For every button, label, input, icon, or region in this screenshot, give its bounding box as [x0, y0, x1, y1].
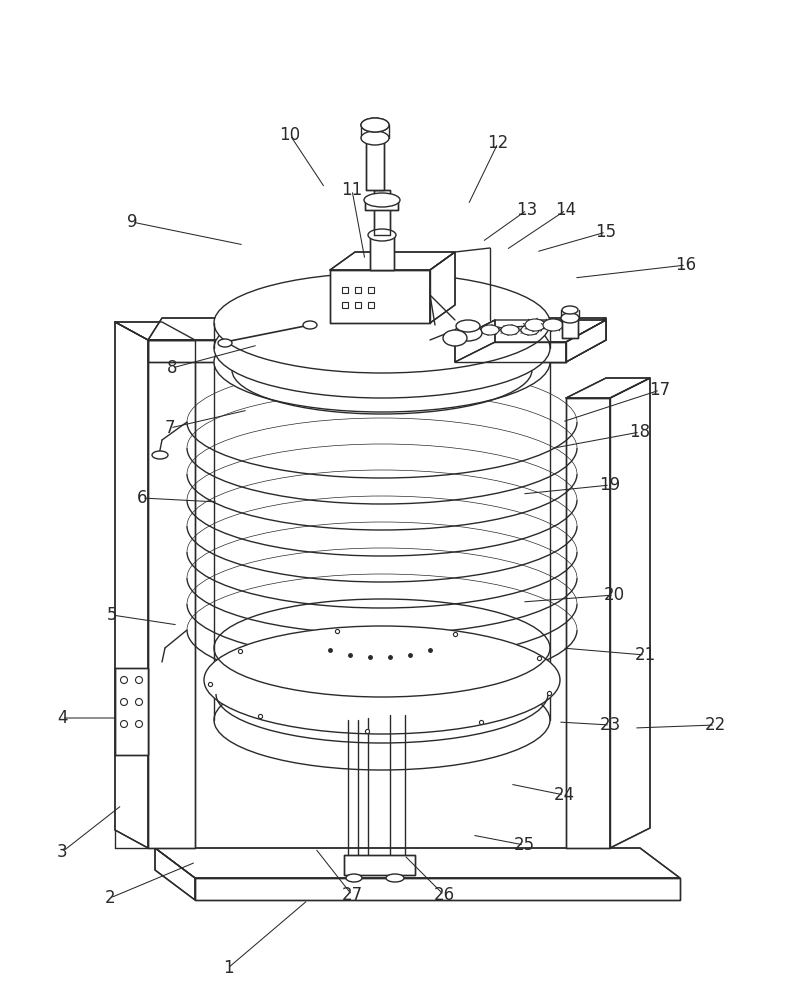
Text: 2: 2	[105, 889, 115, 907]
Text: 3: 3	[57, 843, 67, 861]
Ellipse shape	[120, 676, 128, 684]
Polygon shape	[610, 378, 650, 848]
Ellipse shape	[562, 306, 578, 314]
Text: 15: 15	[595, 223, 617, 241]
Polygon shape	[566, 398, 610, 848]
Text: 9: 9	[127, 213, 137, 231]
Ellipse shape	[204, 626, 560, 734]
Polygon shape	[370, 235, 394, 270]
Ellipse shape	[521, 325, 539, 335]
Ellipse shape	[364, 193, 400, 207]
Polygon shape	[330, 270, 430, 323]
Text: 12: 12	[488, 134, 508, 152]
Polygon shape	[115, 322, 148, 848]
Polygon shape	[155, 848, 195, 900]
Polygon shape	[374, 190, 390, 235]
Text: 19: 19	[599, 476, 621, 494]
Polygon shape	[148, 318, 606, 340]
Ellipse shape	[561, 313, 579, 323]
Ellipse shape	[120, 720, 128, 728]
Text: 24: 24	[553, 786, 574, 804]
Ellipse shape	[525, 319, 545, 331]
Ellipse shape	[456, 320, 480, 332]
Ellipse shape	[152, 451, 168, 459]
Ellipse shape	[214, 273, 550, 373]
Polygon shape	[566, 318, 606, 362]
Polygon shape	[562, 318, 578, 338]
Text: 8: 8	[167, 359, 177, 377]
Polygon shape	[455, 320, 495, 362]
Ellipse shape	[386, 874, 404, 882]
Polygon shape	[366, 138, 384, 190]
Ellipse shape	[136, 676, 143, 684]
Ellipse shape	[361, 131, 389, 145]
Ellipse shape	[481, 325, 499, 335]
Ellipse shape	[136, 698, 143, 706]
Ellipse shape	[214, 670, 550, 770]
Ellipse shape	[120, 698, 128, 706]
Ellipse shape	[214, 312, 550, 412]
Polygon shape	[155, 848, 680, 878]
Polygon shape	[566, 378, 650, 398]
Text: 4: 4	[57, 709, 67, 727]
Polygon shape	[330, 252, 455, 270]
Text: 5: 5	[107, 606, 117, 624]
Text: 10: 10	[279, 126, 301, 144]
Polygon shape	[148, 340, 566, 362]
Ellipse shape	[361, 118, 389, 132]
Ellipse shape	[218, 339, 232, 347]
Polygon shape	[566, 320, 606, 362]
Ellipse shape	[303, 321, 317, 329]
Polygon shape	[455, 320, 606, 342]
Ellipse shape	[454, 325, 482, 341]
Ellipse shape	[443, 330, 467, 346]
Ellipse shape	[368, 229, 396, 241]
Polygon shape	[115, 322, 195, 340]
Ellipse shape	[543, 319, 563, 331]
Text: 21: 21	[634, 646, 655, 664]
Text: 13: 13	[516, 201, 537, 219]
Text: 25: 25	[513, 836, 535, 854]
Text: 22: 22	[704, 716, 726, 734]
Polygon shape	[115, 668, 148, 755]
Text: 11: 11	[342, 181, 363, 199]
Text: 14: 14	[556, 201, 577, 219]
Ellipse shape	[214, 298, 550, 398]
Polygon shape	[195, 878, 680, 900]
Text: 23: 23	[599, 716, 621, 734]
Polygon shape	[455, 342, 566, 362]
Text: 6: 6	[137, 489, 148, 507]
Text: 27: 27	[342, 886, 363, 904]
Text: 26: 26	[433, 886, 455, 904]
Text: 17: 17	[650, 381, 670, 399]
Polygon shape	[148, 340, 195, 848]
Polygon shape	[430, 252, 455, 323]
Polygon shape	[365, 200, 398, 210]
Text: 7: 7	[164, 419, 176, 437]
Ellipse shape	[501, 325, 519, 335]
Text: 16: 16	[675, 256, 697, 274]
Text: 18: 18	[630, 423, 650, 441]
Polygon shape	[344, 855, 415, 875]
Text: 1: 1	[223, 959, 233, 977]
Ellipse shape	[346, 874, 362, 882]
Ellipse shape	[136, 720, 143, 728]
Ellipse shape	[361, 118, 389, 132]
Text: 20: 20	[603, 586, 625, 604]
